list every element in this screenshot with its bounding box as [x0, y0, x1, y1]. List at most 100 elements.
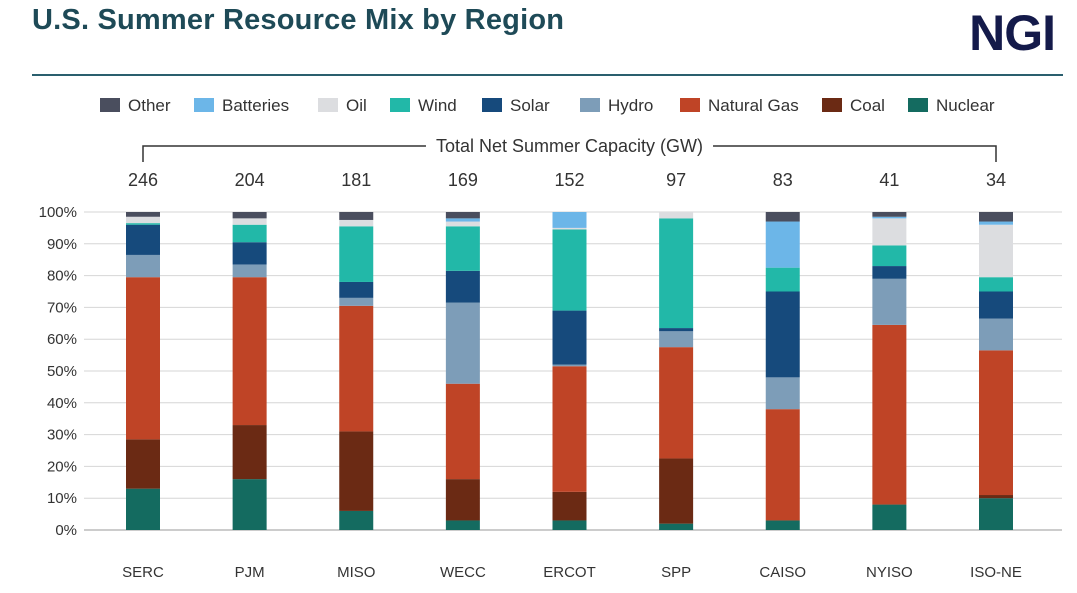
bar-wecc-coal	[445, 479, 480, 521]
bar-nyiso-batteries	[872, 216, 907, 219]
bar-caiso-nuclear	[765, 520, 800, 530]
bar-iso-ne-oil	[979, 224, 1013, 278]
bar-iso-ne-nuclear	[979, 498, 1013, 530]
bar-spp-natural-gas	[659, 347, 694, 459]
bar-wecc-oil	[445, 221, 480, 227]
bar-serc-natural-gas	[126, 277, 160, 440]
bar-caiso-batteries	[765, 221, 800, 268]
y-tick-90: 90%	[47, 236, 77, 253]
legend-label-wind: Wind	[418, 96, 457, 115]
bar-ercot-oil	[552, 227, 587, 230]
capacity-bracket-right	[713, 145, 997, 162]
bar-wecc-natural-gas	[445, 383, 480, 480]
y-tick-100: 100%	[39, 204, 77, 221]
bar-stack-nyiso	[872, 212, 907, 530]
legend-swatch-nuclear	[908, 98, 928, 112]
bar-wecc-batteries	[445, 218, 480, 222]
bar-iso-ne-other	[979, 212, 1013, 222]
capacity-value-wecc: 169	[448, 170, 478, 190]
y-tick-50: 50%	[47, 363, 77, 380]
bar-nyiso-oil	[872, 218, 907, 246]
bar-serc-hydro	[126, 254, 160, 278]
capacity-bracket-left	[142, 145, 426, 162]
legend-label-oil: Oil	[346, 96, 367, 115]
bar-caiso-natural-gas	[765, 409, 800, 521]
x-label-pjm: PJM	[235, 564, 265, 581]
x-label-spp: SPP	[661, 564, 691, 581]
bar-caiso-hydro	[765, 377, 800, 410]
bar-miso-other	[339, 212, 374, 220]
y-tick-0: 0%	[55, 522, 77, 539]
bar-stack-iso-ne	[979, 212, 1013, 530]
legend-label-other: Other	[128, 96, 171, 115]
bar-wecc-other	[445, 212, 480, 219]
bar-pjm-nuclear	[232, 479, 267, 530]
legend-swatch-solar	[482, 98, 502, 112]
y-tick-10: 10%	[47, 490, 77, 507]
bar-spp-solar	[659, 328, 694, 332]
bar-pjm-other	[232, 212, 267, 219]
bar-pjm-hydro	[232, 264, 267, 278]
bar-caiso-other	[765, 212, 800, 222]
capacity-value-miso: 181	[341, 170, 371, 190]
legend-swatch-batteries	[194, 98, 214, 112]
bar-spp-coal	[659, 458, 694, 524]
bar-serc-oil	[126, 216, 160, 224]
bar-miso-oil	[339, 219, 374, 227]
x-label-serc: SERC	[122, 564, 164, 581]
capacity-label: Total Net Summer Capacity (GW)	[436, 136, 703, 156]
legend-label-solar: Solar	[510, 96, 550, 115]
legend: Other Batteries Oil Wind Solar Hydro Natural G…	[100, 96, 995, 115]
capacity-value-pjm: 204	[235, 170, 265, 190]
y-tick-70: 70%	[47, 299, 77, 316]
bar-wecc-nuclear	[445, 520, 480, 530]
bars	[126, 212, 1013, 530]
x-label-ercot: ERCOT	[543, 564, 596, 581]
y-tick-80: 80%	[47, 268, 77, 285]
bar-miso-hydro	[339, 297, 374, 306]
x-label-miso: MISO	[337, 564, 375, 581]
bar-ercot-coal	[552, 491, 587, 521]
bar-nyiso-nuclear	[872, 504, 907, 530]
bar-ercot-wind	[552, 229, 587, 311]
legend-swatch-coal	[822, 98, 842, 112]
bar-nyiso-solar	[872, 266, 907, 279]
capacity-value-iso-ne: 34	[986, 170, 1006, 190]
bar-serc-wind	[126, 223, 160, 225]
y-tick-40: 40%	[47, 395, 77, 412]
legend-swatch-other	[100, 98, 120, 112]
bar-ercot-hydro	[552, 364, 587, 367]
bar-pjm-wind	[232, 224, 267, 243]
bar-iso-ne-solar	[979, 291, 1013, 319]
bar-pjm-solar	[232, 242, 267, 265]
bar-miso-natural-gas	[339, 305, 374, 432]
bar-spp-nuclear	[659, 523, 694, 530]
bar-stack-serc	[126, 212, 160, 530]
bar-miso-wind	[339, 226, 374, 282]
chart-title: U.S. Summer Resource Mix by Region	[32, 4, 565, 36]
y-tick-60: 60%	[47, 331, 77, 348]
y-tick-20: 20%	[47, 458, 77, 475]
bar-stack-spp	[659, 212, 694, 530]
title-divider	[32, 74, 1063, 76]
legend-label-natural-gas: Natural Gas	[708, 96, 799, 115]
bar-wecc-hydro	[445, 302, 480, 384]
bar-stack-pjm	[232, 212, 267, 530]
ngi-logo: NGI	[969, 5, 1056, 61]
y-tick-30: 30%	[47, 427, 77, 444]
bar-stack-wecc	[445, 212, 480, 530]
x-axis: SERC PJM MISO WECC ERCOT SPP CAISO NYISO ISO-NE	[122, 564, 1022, 581]
capacity-value-nyiso: 41	[879, 170, 899, 190]
bar-wecc-wind	[445, 226, 480, 271]
bar-serc-other	[126, 212, 160, 217]
bar-serc-coal	[126, 439, 160, 489]
bar-miso-nuclear	[339, 510, 374, 530]
bar-pjm-oil	[232, 218, 267, 225]
capacity-value-ercot: 152	[554, 170, 584, 190]
bar-nyiso-natural-gas	[872, 324, 907, 505]
capacity-value-serc: 246	[128, 170, 158, 190]
bar-ercot-nuclear	[552, 520, 587, 530]
legend-swatch-hydro	[580, 98, 600, 112]
bar-nyiso-wind	[872, 245, 907, 267]
legend-label-coal: Coal	[850, 96, 885, 115]
